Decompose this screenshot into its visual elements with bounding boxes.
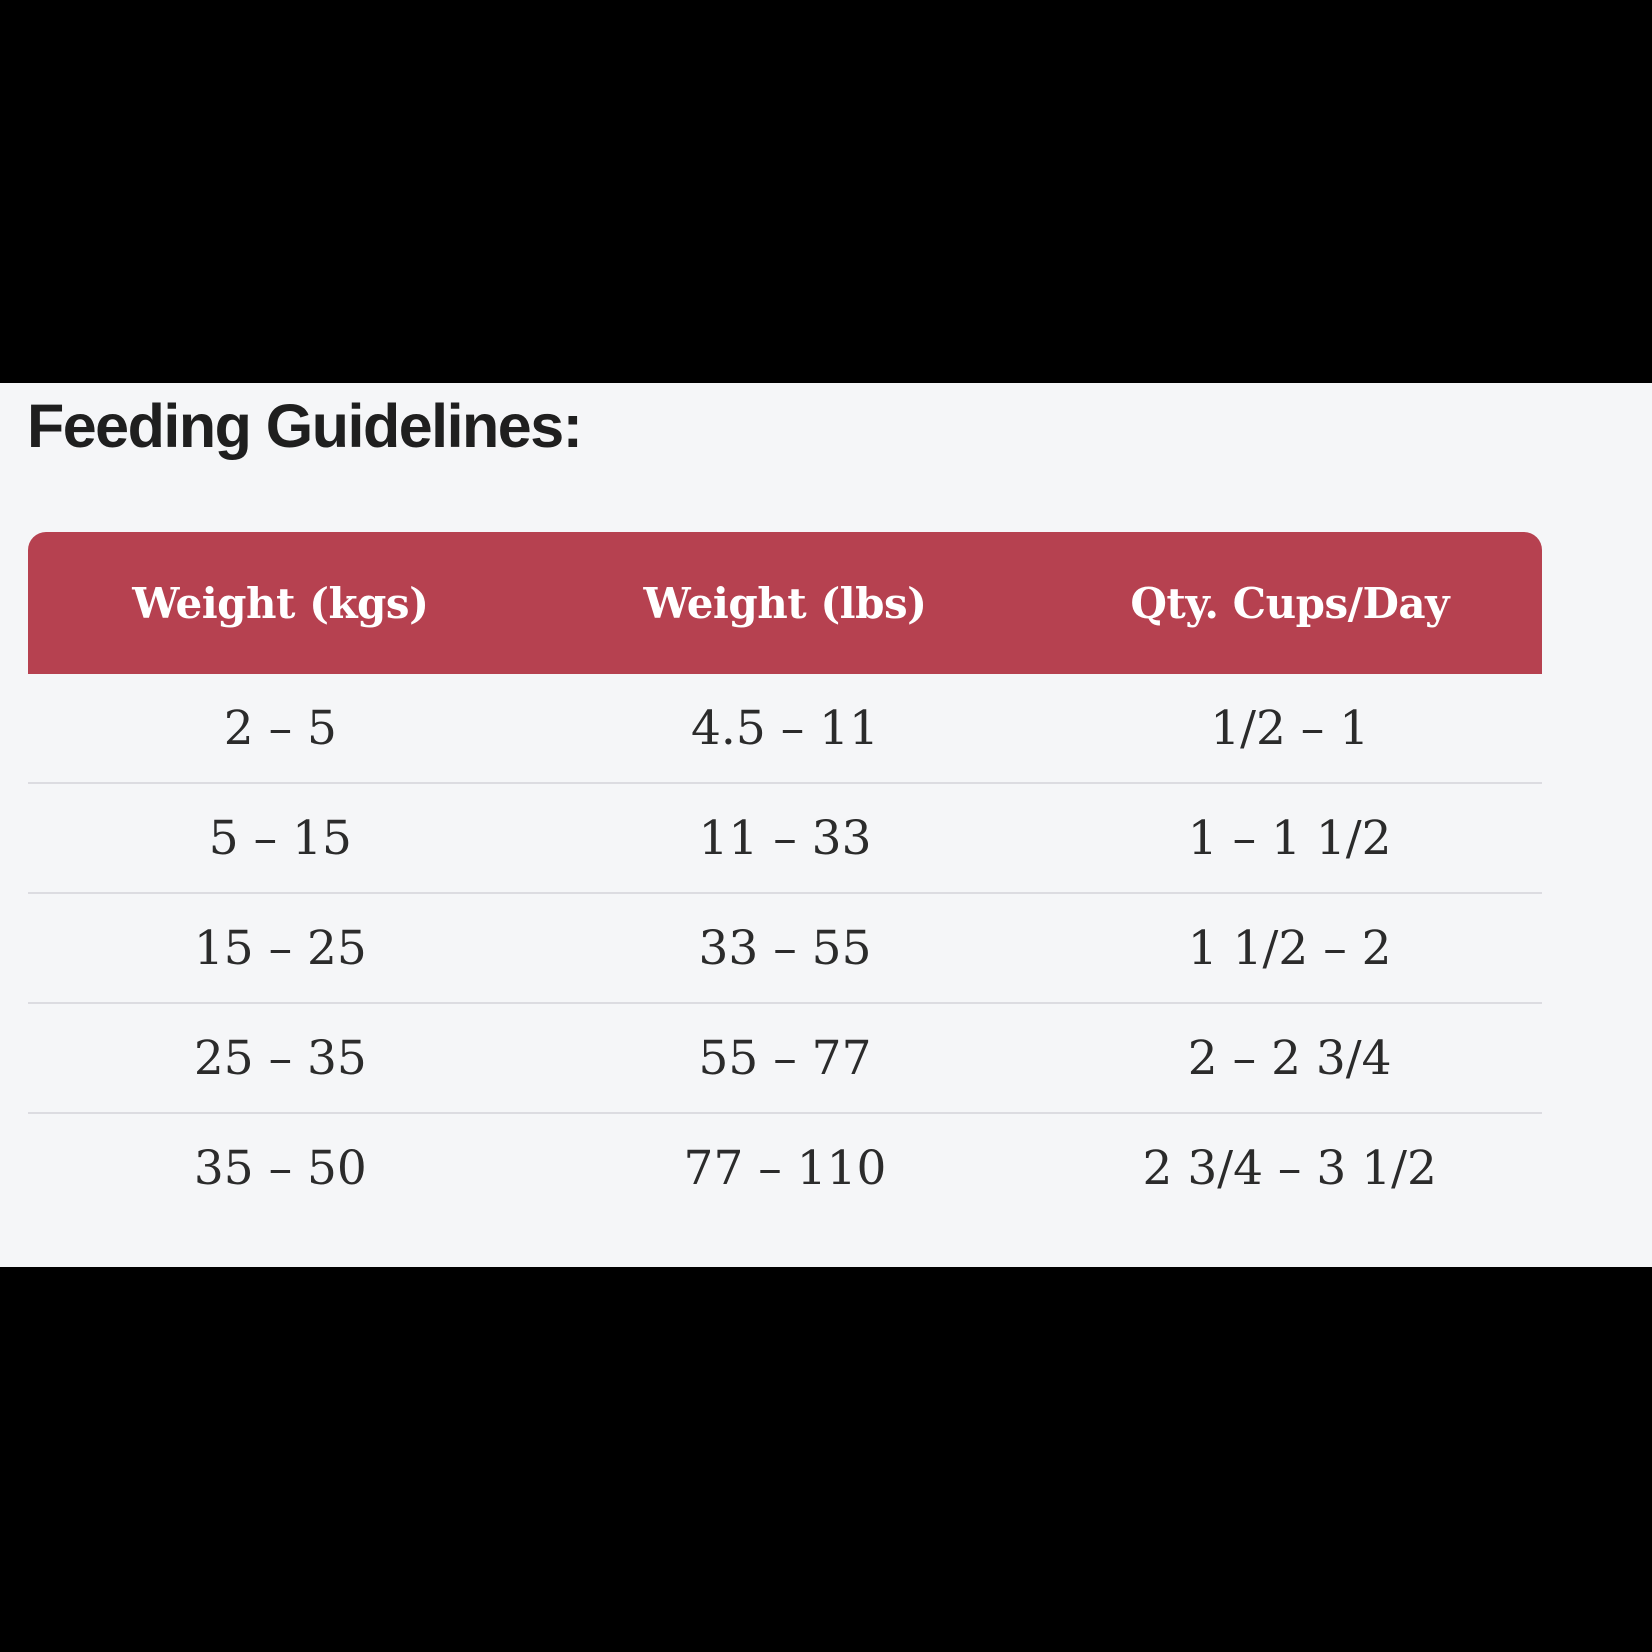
table-header-row: Weight (kgs) Weight (lbs) Qty. Cups/Day	[28, 532, 1542, 674]
content-section: Feeding Guidelines: Weight (kgs) Weight …	[0, 383, 1652, 1267]
table-cell-weight-kgs: 25 – 35	[193, 1030, 367, 1086]
table-cell-qty-cups-day: 1/2 – 1	[1210, 700, 1370, 756]
table-row: 5 – 15 11 – 33 1 – 1 1/2	[28, 782, 1542, 892]
table-row: 2 – 5 4.5 – 11 1/2 – 1	[28, 674, 1542, 782]
column-header-weight-lbs: Weight (lbs)	[643, 578, 927, 628]
table-cell-weight-kgs: 15 – 25	[193, 920, 367, 976]
table-row: 35 – 50 77 – 110 2 3/4 – 3 1/2	[28, 1112, 1542, 1222]
column-header-weight-kgs: Weight (kgs)	[132, 578, 429, 628]
table-cell-weight-lbs: 11 – 33	[698, 810, 872, 866]
table-cell-qty-cups-day: 1 – 1 1/2	[1187, 810, 1392, 866]
table-cell-weight-lbs: 77 – 110	[683, 1140, 887, 1196]
table-cell-weight-kgs: 5 – 15	[208, 810, 352, 866]
table-cell-qty-cups-day: 2 – 2 3/4	[1187, 1030, 1392, 1086]
table-cell-qty-cups-day: 1 1/2 – 2	[1187, 920, 1392, 976]
table-row: 25 – 35 55 – 77 2 – 2 3/4	[28, 1002, 1542, 1112]
page-title: Feeding Guidelines:	[27, 392, 583, 460]
table-cell-qty-cups-day: 2 3/4 – 3 1/2	[1142, 1140, 1437, 1196]
table-cell-weight-lbs: 4.5 – 11	[691, 700, 879, 756]
table-cell-weight-kgs: 2 – 5	[223, 700, 337, 756]
column-header-qty-cups-day: Qty. Cups/Day	[1130, 578, 1450, 628]
table-cell-weight-lbs: 55 – 77	[698, 1030, 872, 1086]
table-cell-weight-lbs: 33 – 55	[698, 920, 872, 976]
table-cell-weight-kgs: 35 – 50	[193, 1140, 367, 1196]
table-row: 15 – 25 33 – 55 1 1/2 – 2	[28, 892, 1542, 1002]
feeding-guidelines-table: Weight (kgs) Weight (lbs) Qty. Cups/Day …	[28, 532, 1542, 1222]
